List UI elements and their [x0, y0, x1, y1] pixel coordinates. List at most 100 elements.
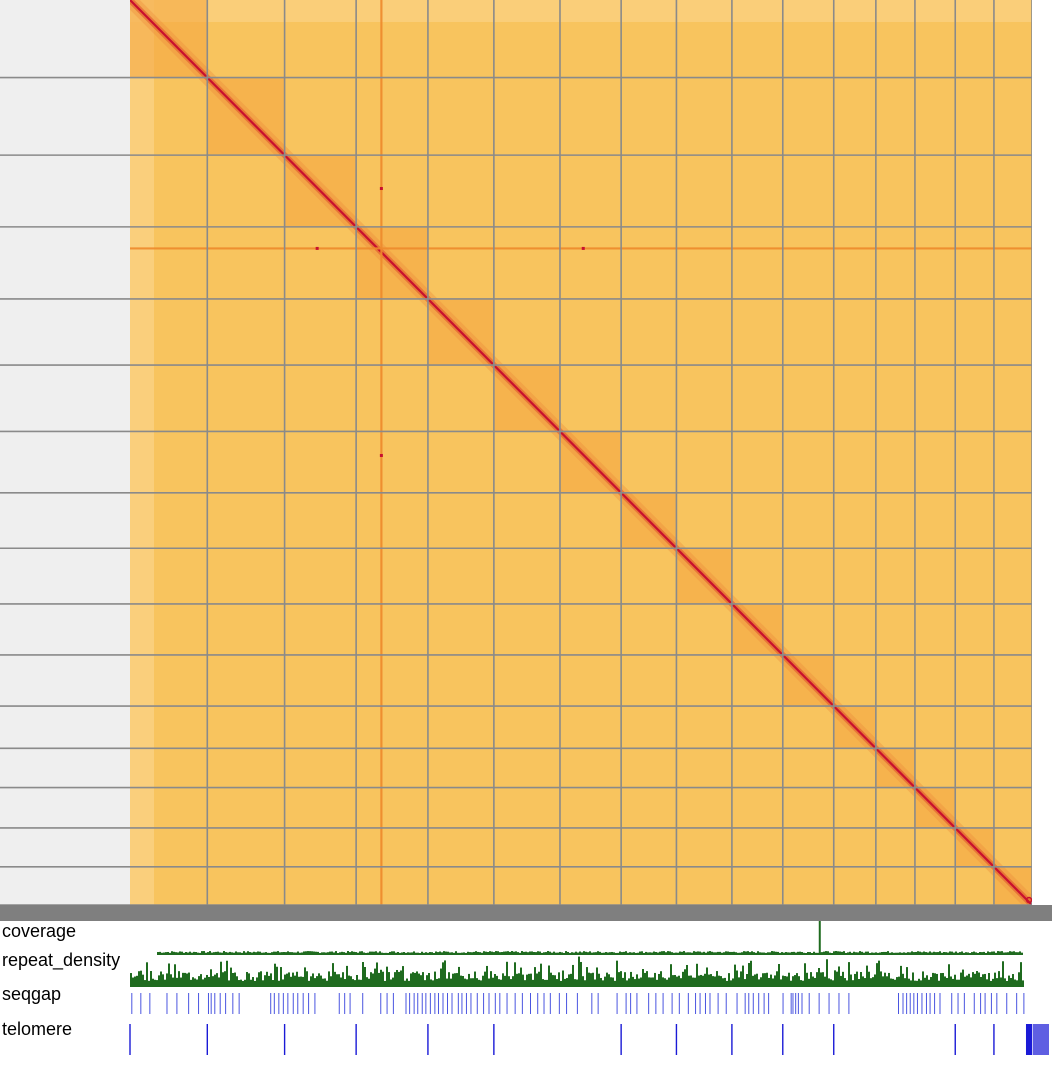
coverage-bar	[859, 951, 861, 955]
coverage-bar	[323, 952, 325, 955]
repeat-density-bar	[698, 975, 700, 987]
repeat-density-bar	[384, 980, 386, 987]
repeat-density-bar	[748, 963, 750, 987]
coverage-bar	[225, 952, 227, 955]
repeat-density-bar	[172, 977, 174, 987]
coverage-bar	[363, 952, 365, 955]
coverage-bar	[989, 952, 991, 955]
coverage-bar	[601, 952, 603, 955]
repeat-density-bar	[986, 979, 988, 987]
repeat-density-bar	[230, 967, 232, 987]
repeat-density-bar	[330, 976, 332, 987]
repeat-density-bar	[872, 977, 874, 987]
track-label-repeat_density: repeat_density	[2, 950, 120, 971]
repeat-density-bar	[876, 963, 878, 987]
repeat-density-bar	[434, 971, 436, 987]
coverage-bar	[863, 952, 865, 955]
coverage-bar	[895, 952, 897, 955]
repeat-density-bar	[494, 974, 496, 987]
coverage-bar	[633, 952, 635, 955]
repeat-density-bar	[348, 975, 350, 987]
repeat-density-bar	[148, 980, 150, 987]
repeat-density-bar	[588, 972, 590, 987]
repeat-density-bar	[408, 980, 410, 987]
repeat-density-bar	[680, 978, 682, 987]
coverage-bar	[911, 951, 913, 955]
repeat-density-bar	[978, 972, 980, 987]
repeat-density-bar	[720, 976, 722, 987]
coverage-bar	[455, 951, 457, 955]
coverage-bar	[909, 952, 911, 955]
coverage-bar	[173, 951, 175, 955]
repeat-density-bar	[948, 964, 950, 987]
coverage-bar	[997, 951, 999, 955]
coverage-bar	[823, 951, 825, 955]
repeat-density-bar	[436, 978, 438, 987]
coverage-bar	[607, 952, 609, 955]
coverage-bar	[423, 952, 425, 955]
repeat-density-bar	[970, 977, 972, 987]
repeat-density-bar	[256, 977, 258, 987]
coverage-bar	[459, 952, 461, 955]
repeat-density-bar	[808, 978, 810, 987]
repeat-density-bar	[576, 979, 578, 987]
repeat-density-bar	[966, 975, 968, 987]
coverage-bar	[367, 952, 369, 955]
coverage-bar	[755, 952, 757, 955]
repeat-density-bar	[578, 956, 580, 987]
coverage-bar	[161, 952, 163, 955]
coverage-bar	[259, 951, 261, 955]
repeat-density-bar	[690, 975, 692, 987]
coverage-bar	[403, 952, 405, 955]
coverage-bar	[587, 952, 589, 955]
coverage-bar	[627, 952, 629, 955]
coverage-bar	[563, 952, 565, 955]
repeat-density-bar	[238, 980, 240, 987]
repeat-density-bar	[756, 973, 758, 987]
repeat-density-bar	[136, 975, 138, 987]
repeat-density-bar	[140, 970, 142, 987]
coverage-bar	[885, 951, 887, 955]
repeat-density-bar	[1010, 977, 1012, 987]
repeat-density-bar	[1016, 980, 1018, 987]
coverage-bar	[413, 951, 415, 955]
coverage-bar	[767, 952, 769, 955]
repeat-density-bar	[724, 977, 726, 987]
coverage-bar	[267, 952, 269, 955]
coverage-bar	[835, 951, 837, 955]
contact-map[interactable]	[130, 0, 1032, 905]
coverage-bar	[205, 952, 207, 955]
repeat-density-bar	[858, 979, 860, 987]
coverage-bar	[883, 951, 885, 955]
repeat-density-bar	[960, 972, 962, 987]
coverage-bar	[971, 952, 973, 955]
coverage-bar	[645, 951, 647, 955]
coverage-bar	[327, 952, 329, 955]
repeat-density-bar	[240, 979, 242, 987]
coverage-bar	[937, 952, 939, 955]
coverage-bar	[539, 951, 541, 955]
repeat-density-bar	[580, 961, 582, 987]
repeat-density-bar	[554, 975, 556, 987]
repeat-density-bar	[770, 974, 772, 987]
coverage-bar	[383, 952, 385, 955]
repeat-density-bar	[268, 975, 270, 987]
coverage-bar	[889, 952, 891, 955]
coverage-bar	[177, 952, 179, 955]
repeat-density-bar	[924, 977, 926, 987]
repeat-density-bar	[754, 974, 756, 987]
repeat-density-bar	[694, 977, 696, 987]
coverage-bar	[187, 952, 189, 955]
coverage-bar	[441, 952, 443, 955]
coverage-bar	[397, 952, 399, 955]
coverage-bar	[691, 952, 693, 955]
coverage-bar	[253, 951, 255, 955]
repeat-density-bar	[346, 965, 348, 987]
coverage-bar	[475, 951, 477, 955]
coverage-bar	[807, 952, 809, 955]
coverage-bar	[637, 952, 639, 955]
coverage-bar	[295, 952, 297, 955]
coverage-bar	[557, 952, 559, 955]
repeat-density-bar	[442, 962, 444, 987]
coverage-bar	[795, 952, 797, 955]
